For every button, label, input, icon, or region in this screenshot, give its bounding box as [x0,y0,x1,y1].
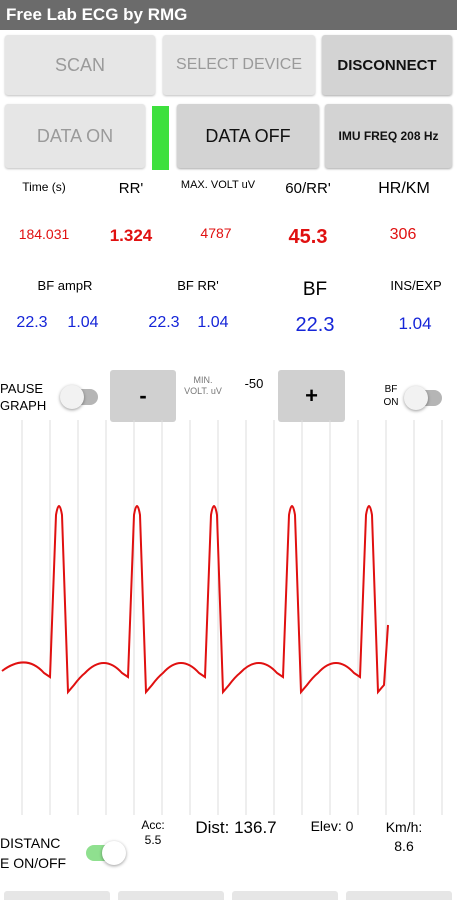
bottom-button-2[interactable] [118,891,224,900]
bf-ampr-value-2: 1.04 [67,314,99,331]
title-bar: Free Lab ECG by RMG [0,0,457,30]
distance-toggle[interactable] [86,841,126,865]
bottom-button-3[interactable] [232,891,338,900]
hr-km-label: HR/KM [378,180,430,197]
kmh-readout: Km/h: 8.6 [374,818,434,856]
hr-km-value: 306 [389,226,417,243]
distance-on-off-label: DISTANC E ON/OFF [0,833,76,873]
pause-graph-label-line1: PAUSE [0,381,44,396]
ecg-graph [1,420,443,815]
sixty-rr-value: 45.3 [288,226,328,248]
bf-on-label-line2: ON [383,397,399,408]
min-volt-label-line1: MIN. [193,375,213,385]
decrease-min-volt-button[interactable]: - [110,370,176,422]
kmh-value: 8.6 [394,838,414,854]
select-device-button[interactable]: SELECT DEVICE [163,35,315,95]
bf-ampr-value-1: 22.3 [16,314,48,331]
max-volt-value: 4787 [200,225,232,241]
bf-on-label: BF ON [378,383,404,409]
data-off-button[interactable]: DATA OFF [177,104,319,168]
connection-status-indicator [152,106,169,170]
bf-ampr-label: BF ampR [37,278,93,293]
rr-value: 1.324 [109,226,153,245]
distance-label-line1: DISTANC [0,835,61,851]
rr-label: RR' [118,180,144,197]
pause-graph-toggle-knob [60,385,84,409]
max-volt-label: MAX. VOLT uV [180,179,256,191]
disconnect-button[interactable]: DISCONNECT [322,35,452,95]
ecg-waveform [1,505,389,695]
pause-graph-toggle[interactable] [60,385,98,409]
ins-exp-label: INS/EXP [390,278,442,293]
time-value: 184.031 [18,226,70,242]
distance-label-line2: E ON/OFF [0,855,67,871]
kmh-label: Km/h: [385,819,423,835]
data-on-button[interactable]: DATA ON [5,104,145,168]
scan-button[interactable]: SCAN [5,35,155,95]
min-volt-value: -50 [244,376,264,391]
bf-rr-value-1: 22.3 [148,314,180,331]
ecg-grid [21,420,443,815]
bf-on-toggle[interactable] [404,386,442,410]
bf-rr-label: BF RR' [177,278,219,293]
app-title: Free Lab ECG by RMG [6,5,188,24]
increase-min-volt-button[interactable]: + [278,370,345,422]
min-volt-label-line2: VOLT. uV [184,386,222,396]
ins-exp-value: 1.04 [398,314,432,333]
sixty-rr-label: 60/RR' [285,180,331,197]
bf-on-toggle-knob [404,386,428,410]
pause-graph-label-line2: GRAPH [0,398,47,413]
bf-label: BF [302,279,328,300]
bottom-button-1[interactable] [4,891,110,900]
imu-freq-button[interactable]: IMU FREQ 208 Hz [325,104,452,168]
bf-value: 22.3 [295,314,335,336]
elevation-readout: Elev: 0 [310,818,354,834]
bf-on-label-line1: BF [384,384,398,395]
time-label: Time (s) [22,180,66,194]
acc-label: Acc: [141,818,165,832]
min-volt-label: MIN. VOLT. uV [178,375,228,397]
bottom-button-4[interactable] [346,891,452,900]
distance-toggle-knob [102,841,126,865]
pause-graph-label: PAUSE GRAPH [0,380,52,414]
distance-readout: Dist: 136.7 [195,818,277,837]
acc-readout: Acc: 5.5 [130,818,176,848]
bf-rr-value-2: 1.04 [197,314,229,331]
acc-value: 5.5 [144,833,162,847]
